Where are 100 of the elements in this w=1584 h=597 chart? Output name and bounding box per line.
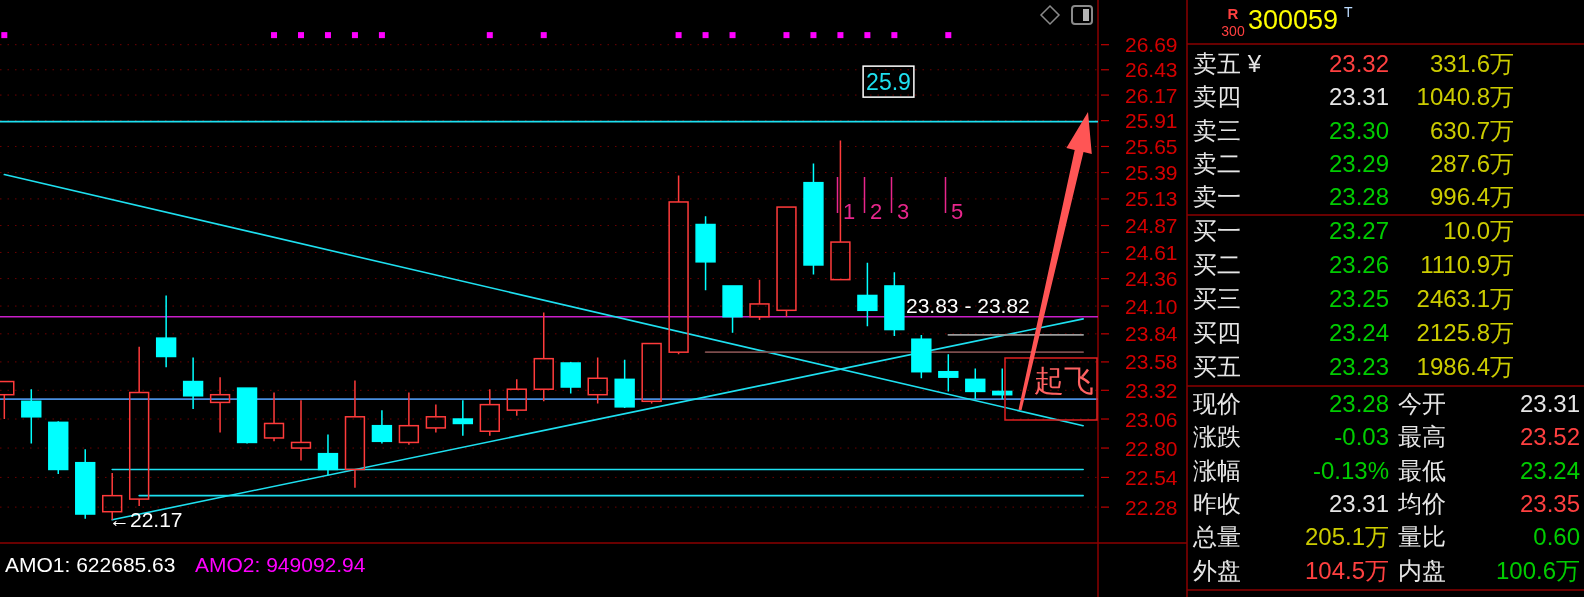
text: 23.28 bbox=[1328, 389, 1389, 417]
annotation: 3 bbox=[897, 199, 910, 224]
candlestick bbox=[506, 378, 527, 417]
text: 总量 bbox=[1192, 523, 1241, 551]
text: 996.4万 bbox=[1429, 183, 1514, 211]
text: 0.60 bbox=[1533, 523, 1580, 551]
text: 涨跌 bbox=[1193, 423, 1241, 451]
candlestick bbox=[965, 367, 986, 400]
candlestick bbox=[587, 356, 608, 405]
text: 331.6万 bbox=[1429, 49, 1514, 77]
candlestick bbox=[695, 215, 716, 291]
annotation: 起飞 bbox=[1034, 363, 1094, 397]
candlestick bbox=[803, 162, 824, 276]
text: 23.29 bbox=[1328, 149, 1389, 177]
text: 1040.8万 bbox=[1416, 83, 1514, 111]
candlestick bbox=[749, 278, 770, 321]
text: 100.6万 bbox=[1495, 556, 1580, 584]
text: 今开 bbox=[1398, 389, 1446, 417]
candlestick bbox=[21, 388, 42, 445]
candlestick bbox=[479, 388, 500, 437]
candlestick bbox=[155, 294, 177, 369]
y-tick-label: 25.39 bbox=[1125, 161, 1178, 185]
candlestick bbox=[857, 262, 878, 328]
y-tick-label: 22.80 bbox=[1125, 436, 1178, 460]
y-tick-label: 25.91 bbox=[1125, 109, 1178, 133]
text: 内盘 bbox=[1398, 556, 1446, 584]
text: 卖五 ¥ bbox=[1193, 49, 1262, 77]
y-tick-label: 23.58 bbox=[1125, 350, 1178, 374]
candlestick bbox=[182, 356, 204, 410]
candlestick bbox=[75, 448, 96, 520]
text: 2463.1万 bbox=[1416, 284, 1514, 312]
text: R bbox=[1227, 4, 1239, 22]
candlestick bbox=[128, 346, 150, 507]
text: 23.25 bbox=[1328, 284, 1389, 312]
text: 涨幅 bbox=[1193, 456, 1241, 484]
candlestick bbox=[371, 409, 393, 445]
y-tick-label: 26.69 bbox=[1125, 33, 1178, 57]
text: 630.7万 bbox=[1429, 116, 1514, 144]
text: 最低 bbox=[1398, 456, 1446, 484]
text: 23.27 bbox=[1328, 216, 1389, 244]
text: 量比 bbox=[1398, 523, 1446, 551]
y-tick-label: 26.17 bbox=[1125, 83, 1178, 107]
text: 1986.4万 bbox=[1416, 352, 1514, 380]
text: 买二 bbox=[1193, 250, 1241, 278]
text: 287.6万 bbox=[1429, 149, 1514, 177]
text: 205.1万 bbox=[1304, 523, 1389, 551]
y-tick-label: 26.43 bbox=[1125, 58, 1178, 82]
text: -0.03 bbox=[1334, 423, 1389, 451]
candlestick bbox=[398, 391, 420, 446]
text: 卖一 bbox=[1193, 183, 1241, 211]
y-tick-label: 25.65 bbox=[1125, 134, 1178, 158]
text: 卖二 bbox=[1193, 149, 1241, 177]
candlestick bbox=[236, 387, 258, 444]
text: 买三 bbox=[1193, 284, 1241, 312]
y-tick-label: 25.13 bbox=[1125, 187, 1178, 211]
text: 23.32 bbox=[1328, 49, 1389, 77]
y-tick-label: 22.54 bbox=[1125, 465, 1178, 489]
candlestick bbox=[317, 433, 339, 476]
text: 23.26 bbox=[1328, 250, 1389, 278]
candlestick bbox=[425, 403, 447, 434]
text: 买一 bbox=[1193, 216, 1241, 244]
text: 23.28 bbox=[1328, 183, 1389, 211]
text: 1110.9万 bbox=[1420, 250, 1514, 278]
y-tick-label: 23.32 bbox=[1125, 378, 1178, 402]
text: AMO2: 949092.94 bbox=[195, 552, 366, 576]
annotation: ←22.17 bbox=[109, 507, 183, 531]
y-tick-label: 22.28 bbox=[1125, 495, 1178, 519]
text: 23.31 bbox=[1519, 389, 1580, 417]
candlestick bbox=[344, 379, 366, 489]
ref-line-label: 25.9 bbox=[866, 68, 911, 95]
annotation: 1 bbox=[843, 199, 856, 224]
candlestick bbox=[533, 311, 554, 403]
text: 300 bbox=[1221, 23, 1245, 39]
text: 买四 bbox=[1193, 318, 1241, 346]
text: 2125.8万 bbox=[1416, 318, 1514, 346]
text: AMO1: 622685.63 bbox=[5, 552, 176, 576]
text: 昨收 bbox=[1193, 489, 1241, 517]
text: 23.30 bbox=[1328, 116, 1389, 144]
text: 外盘 bbox=[1193, 556, 1241, 584]
annotation: 5 bbox=[951, 199, 964, 224]
text: 买五 bbox=[1193, 352, 1241, 380]
y-tick-label: 24.10 bbox=[1125, 294, 1178, 318]
candlestick bbox=[452, 399, 474, 437]
text: 23.24 bbox=[1328, 318, 1389, 346]
text: 300059 bbox=[1248, 5, 1339, 35]
text: 23.52 bbox=[1519, 423, 1580, 451]
y-tick-label: 24.87 bbox=[1125, 214, 1178, 238]
text: 均价 bbox=[1397, 489, 1446, 517]
text: 现价 bbox=[1193, 389, 1241, 417]
text: 23.35 bbox=[1519, 489, 1580, 517]
text: 104.5万 bbox=[1304, 556, 1389, 584]
text: 23.31 bbox=[1328, 489, 1389, 517]
text: T bbox=[1344, 4, 1354, 20]
annotation: 2 bbox=[870, 199, 883, 224]
y-tick-label: 23.84 bbox=[1125, 322, 1178, 346]
candlestick bbox=[209, 376, 231, 434]
text: 23.31 bbox=[1328, 83, 1389, 111]
candlestick bbox=[668, 174, 689, 356]
candlestick bbox=[884, 271, 905, 337]
text: 10.0万 bbox=[1443, 216, 1514, 244]
